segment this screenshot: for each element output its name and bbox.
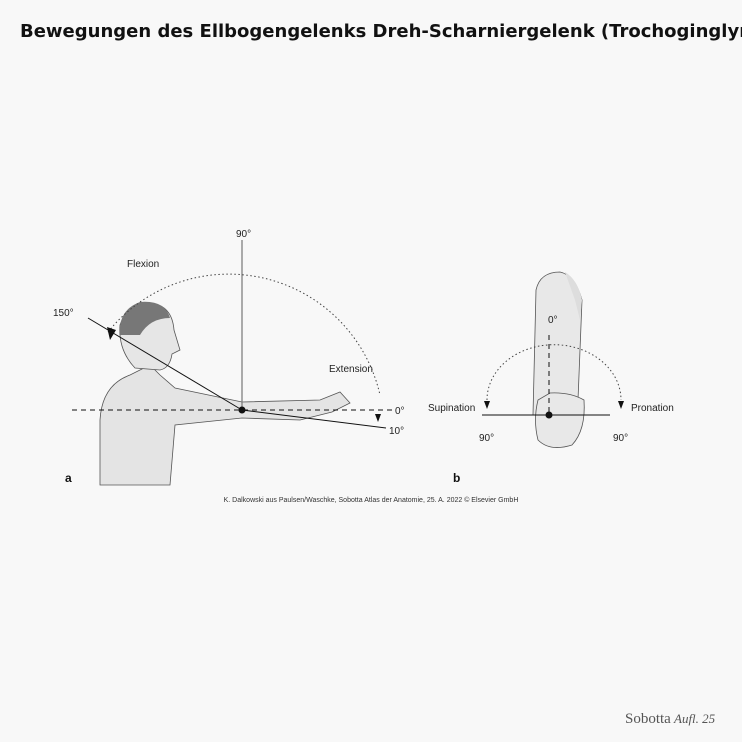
label-10: 10° — [389, 426, 404, 437]
rotation-arc — [486, 344, 622, 401]
figure-a: 90° Flexion 150° Extension 0° 10° a — [53, 229, 405, 486]
panel-label: b — [453, 471, 460, 485]
label-extension: Extension — [329, 364, 373, 375]
arrow-flexion — [107, 327, 116, 340]
label-90-right: 90° — [613, 433, 628, 444]
label-pronation: Pronation — [631, 403, 674, 414]
pivot — [238, 406, 246, 414]
label-0: 0° — [548, 315, 558, 326]
arrow-supination — [484, 401, 490, 409]
label-90: 90° — [236, 229, 251, 240]
label-supination: Supination — [428, 403, 475, 414]
forearm-shade — [565, 272, 582, 320]
fist — [535, 392, 585, 448]
label-150: 150° — [53, 308, 74, 319]
edition: Aufl. 25 — [673, 711, 716, 726]
title: Bewegungen des Ellbogengelenks Dreh-Scha… — [20, 21, 742, 42]
hair — [119, 301, 170, 335]
arrow-extension — [375, 414, 381, 422]
label-0: 0° — [395, 406, 405, 417]
panel-label: a — [65, 471, 72, 485]
arrow-pronation — [618, 401, 624, 409]
motion-arc — [107, 273, 381, 396]
caption: K. Dalkowski aus Paulsen/Waschke, Sobott… — [224, 496, 519, 504]
label-90-left: 90° — [479, 433, 494, 444]
pivot — [545, 411, 553, 419]
brand: Sobotta — [625, 711, 671, 727]
hyperextension-line — [241, 409, 387, 429]
figure-b: 0° Supination Pronation 90° 90° b — [428, 271, 674, 485]
label-flexion: Flexion — [127, 259, 159, 270]
